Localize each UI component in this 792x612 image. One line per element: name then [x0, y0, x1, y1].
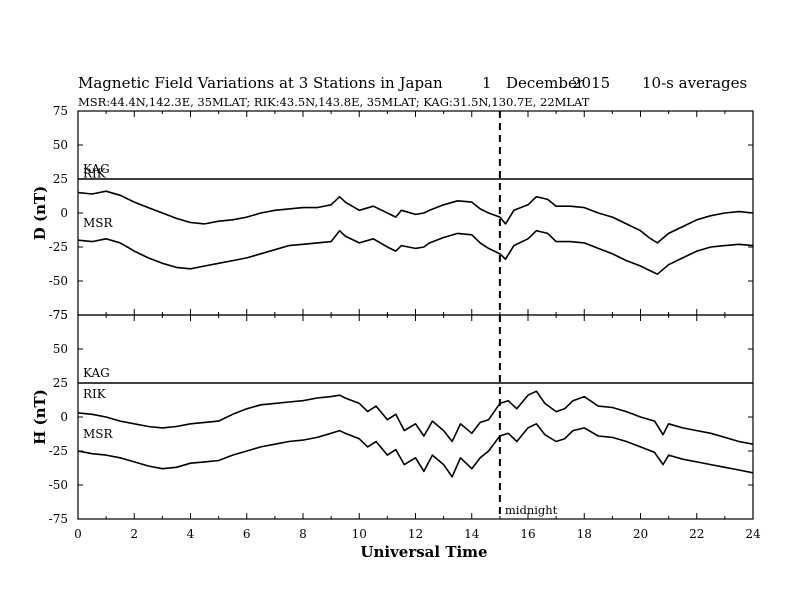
x-tick-label: 14	[464, 527, 480, 541]
chart-title-part-4: 2015	[572, 74, 610, 92]
series-line-msr	[77, 422, 754, 478]
chart-title-part-5: 10-s averages	[642, 74, 747, 92]
x-tick-label: 20	[633, 527, 648, 541]
x-tick-label: 18	[577, 527, 592, 541]
y-tick-label: -50	[49, 274, 68, 288]
y-tick-label: -25	[49, 444, 68, 458]
y-tick-label: -75	[49, 512, 68, 526]
y-tick-label: 75	[53, 308, 68, 322]
chart-title-part-2: 1	[482, 74, 492, 92]
x-tick-label: 16	[520, 527, 535, 541]
x-axis-label: Universal Time	[360, 543, 487, 561]
y-axis-label: D (nT)	[31, 186, 49, 241]
y-tick-label: -75	[49, 308, 68, 322]
x-tick-label: 12	[408, 527, 423, 541]
y-tick-label: 0	[60, 206, 68, 220]
series-line-rik	[77, 190, 754, 244]
series-label-msr: MSR	[83, 427, 114, 441]
y-tick-label: 25	[53, 172, 68, 186]
y-tick-label: 0	[60, 410, 68, 424]
x-tick-label: 4	[187, 527, 195, 541]
series-line-msr	[77, 229, 754, 276]
series-label-msr: MSR	[83, 216, 114, 230]
x-tick-label: 2	[130, 527, 138, 541]
x-tick-label: 22	[689, 527, 704, 541]
y-tick-label: -25	[49, 240, 68, 254]
midnight-annotation: midnight	[505, 503, 558, 517]
y-tick-label: -50	[49, 478, 68, 492]
y-tick-label: 25	[53, 376, 68, 390]
x-tick-label: 0	[74, 527, 82, 541]
panel-frame	[77, 314, 754, 520]
x-tick-label: 8	[299, 527, 307, 541]
x-tick-label: 6	[243, 527, 251, 541]
y-tick-label: 50	[53, 342, 68, 356]
series-label-kag: KAG	[83, 162, 110, 176]
x-tick-label: 10	[352, 527, 367, 541]
series-line-rik	[77, 390, 754, 445]
chart-subtitle: MSR:44.4N,142.3E, 35MLAT; RIK:43.5N,143.…	[78, 95, 590, 109]
chart-title-part-1: Magnetic Field Variations at 3 Stations …	[78, 74, 443, 92]
series-label-rik: RIK	[83, 387, 107, 401]
panel-frame	[77, 110, 754, 316]
x-tick-label: 24	[745, 527, 761, 541]
y-tick-label: 50	[53, 138, 68, 152]
series-label-rik: RIK	[83, 167, 107, 181]
chart-title-part-3: December	[506, 74, 585, 92]
series-label-kag: KAG	[83, 366, 110, 380]
y-axis-label: H (nT)	[31, 389, 49, 445]
y-tick-label: 75	[53, 104, 68, 118]
